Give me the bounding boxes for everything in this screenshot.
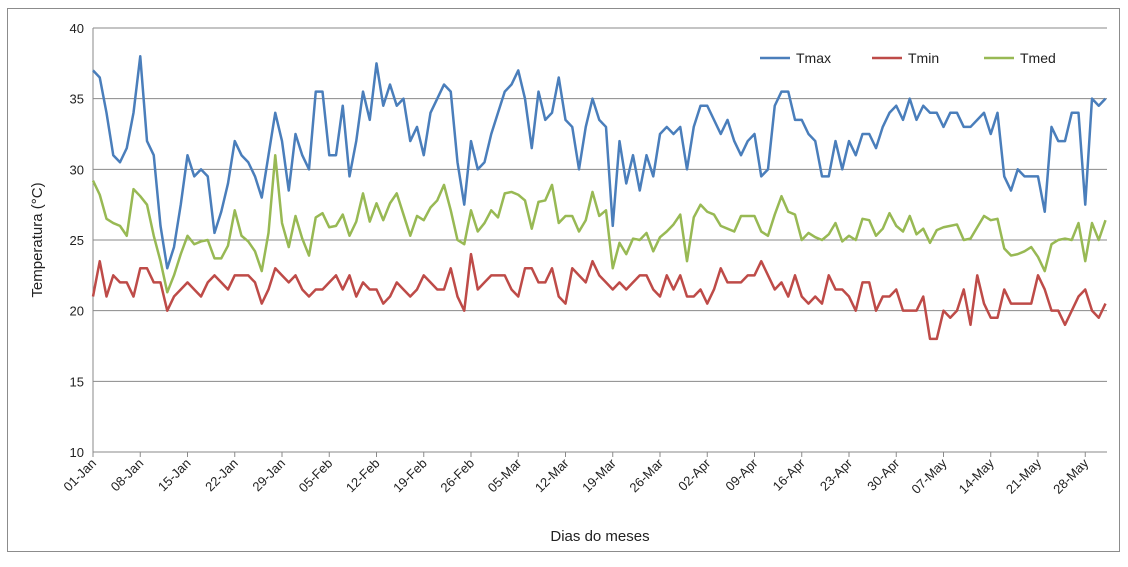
x-axis-title: Dias do meses: [550, 528, 649, 545]
y-tick-label: 20: [70, 304, 84, 319]
y-tick-label: 30: [70, 162, 84, 177]
line-series: [91, 252, 1107, 341]
legend-label: Tmin: [908, 50, 939, 66]
y-tick-label: 35: [70, 92, 84, 107]
y-axis-title: Temperatura (°C): [29, 182, 46, 297]
legend-label: Tmed: [1020, 50, 1056, 66]
line-series: [92, 55, 1107, 270]
y-tick-label: 40: [70, 21, 84, 36]
y-tick-label: 15: [70, 374, 84, 389]
y-tick-label: 10: [70, 445, 84, 460]
y-tick-label: 25: [70, 233, 84, 248]
line-series: [91, 153, 1107, 294]
legend-label: Tmax: [796, 50, 831, 66]
